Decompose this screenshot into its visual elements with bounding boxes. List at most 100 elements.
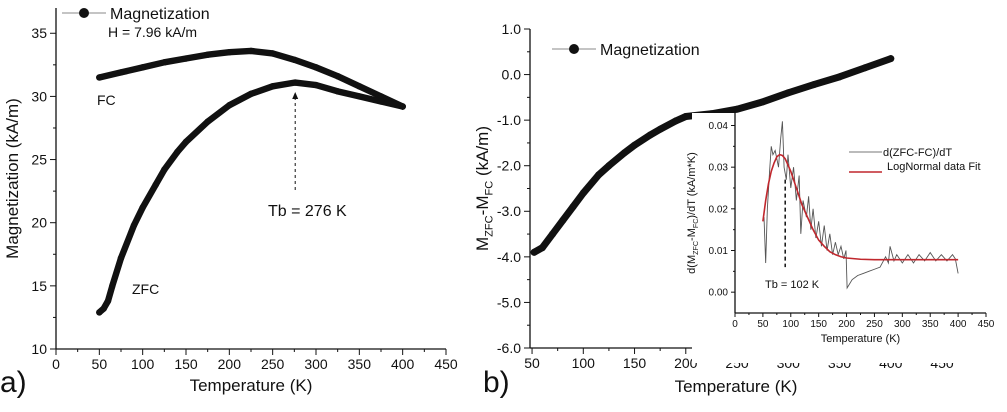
- data-point: [161, 59, 168, 66]
- x-tick-label: 50: [92, 356, 108, 372]
- data-point: [356, 93, 363, 100]
- data-point: [530, 248, 538, 256]
- data-point: [204, 51, 211, 58]
- y-tick-label: 15: [31, 278, 47, 294]
- series-line-derivative: [763, 121, 959, 290]
- y-tick-label: -5.0: [497, 294, 521, 310]
- data-point: [117, 69, 125, 76]
- x-tick-label: 400: [950, 319, 967, 330]
- x-tick-label: 150: [174, 356, 198, 372]
- data-point: [836, 73, 844, 81]
- y-tick-label: 0.03: [709, 163, 729, 174]
- y-tick-label: -1.0: [497, 112, 521, 128]
- panel-label: b): [483, 366, 510, 399]
- inset-background: [692, 113, 1004, 363]
- y-tick-label: 0.04: [709, 121, 729, 132]
- data-point: [96, 309, 103, 316]
- data-point: [377, 98, 385, 105]
- fc-label: FC: [97, 92, 116, 108]
- x-tick-label: 350: [348, 356, 372, 372]
- data-point: [579, 189, 587, 197]
- x-tick-label: 300: [894, 319, 911, 330]
- legend-label: Magnetization: [110, 6, 210, 23]
- data-point: [109, 282, 116, 290]
- data-point: [96, 74, 103, 81]
- legend-marker-icon: [79, 8, 89, 18]
- data-point: [538, 244, 546, 252]
- x-tick-label: 450: [434, 356, 458, 372]
- x-tick-label: 400: [391, 356, 415, 372]
- data-point: [605, 162, 613, 170]
- data-point: [682, 112, 690, 120]
- data-point: [672, 117, 680, 125]
- data-point: [139, 204, 146, 211]
- data-point: [334, 88, 341, 95]
- data-point: [182, 138, 190, 146]
- y-tick-label: -3.0: [497, 203, 521, 219]
- x-tick-label: 100: [131, 356, 155, 372]
- y-tick-label: 1.0: [502, 21, 522, 37]
- data-point: [247, 47, 255, 55]
- data-point: [182, 55, 190, 62]
- y-axis-label: Magnetization (kA/m): [3, 98, 22, 259]
- y-axis-label: MZFC-MFC (kA/m): [473, 126, 495, 251]
- legend-label: d(ZFC-FC)/dT: [883, 147, 952, 159]
- data-point: [569, 203, 577, 211]
- y-axis-label: d(MZFC-MFC)/dT (kA/m*K): [686, 152, 700, 274]
- data-point: [292, 79, 299, 86]
- field-annotation: H = 7.96 kA/m: [108, 24, 197, 40]
- x-tick-label: 200: [674, 355, 698, 371]
- y-tick-label: 10: [31, 341, 47, 357]
- data-point: [161, 166, 168, 173]
- data-point: [269, 50, 276, 57]
- x-tick-label: 50: [524, 355, 540, 371]
- x-tick-label: 450: [978, 319, 995, 330]
- data-point: [226, 102, 233, 109]
- data-point: [291, 56, 298, 63]
- data-point: [549, 230, 557, 238]
- data-point: [312, 81, 320, 89]
- y-tick-label: 30: [31, 88, 47, 104]
- data-point: [646, 131, 654, 139]
- legend-marker-icon: [569, 44, 579, 54]
- data-point: [100, 305, 107, 312]
- data-point: [356, 83, 363, 90]
- data-point: [631, 141, 639, 149]
- y-tick-label: -2.0: [497, 158, 521, 174]
- y-tick-label: 35: [31, 25, 47, 41]
- data-point: [334, 73, 341, 80]
- arrow-head-icon: [292, 92, 299, 99]
- x-tick-label: 250: [261, 356, 285, 372]
- inset-panel: 0 50 100 150 200 250 300 350 400 450 0.00 0.01 0.02 0…: [686, 113, 1004, 363]
- y-tick-label: 20: [31, 215, 47, 231]
- y-tick-label: 0.01: [709, 246, 729, 257]
- data-point: [117, 254, 125, 262]
- data-point: [312, 64, 320, 71]
- x-axis-label: Temperature (K): [675, 377, 798, 396]
- y-tick-label: -4.0: [497, 249, 521, 265]
- series-line: [96, 79, 406, 316]
- x-tick-label: 50: [757, 319, 769, 330]
- x-axis-label: Temperature (K): [821, 333, 900, 345]
- panel-label: a): [0, 366, 27, 399]
- x-tick-label: 150: [810, 319, 827, 330]
- data-point: [269, 83, 276, 90]
- data-point: [204, 118, 211, 125]
- data-point: [595, 171, 603, 179]
- tb-annotation: Tb = 276 K: [268, 203, 347, 220]
- x-tick-label: 0: [732, 319, 738, 330]
- data-point: [733, 105, 741, 113]
- legend-label: LogNormal data Fit: [887, 161, 981, 173]
- x-tick-label: 0: [52, 356, 60, 372]
- x-tick-label: 100: [782, 319, 799, 330]
- x-tick-label: 350: [922, 319, 939, 330]
- data-point: [887, 55, 895, 63]
- x-axis-label: Temperature (K): [190, 376, 313, 395]
- data-point: [226, 49, 233, 56]
- tb-annotation: Tb = 102 K: [765, 279, 820, 291]
- x-tick-label: 250: [866, 319, 883, 330]
- panel-b: 501001502002503003504004501.00.0-1.0-2.0…: [473, 21, 954, 399]
- y-tick-label: 25: [31, 151, 47, 167]
- x-tick-label: 200: [838, 319, 855, 330]
